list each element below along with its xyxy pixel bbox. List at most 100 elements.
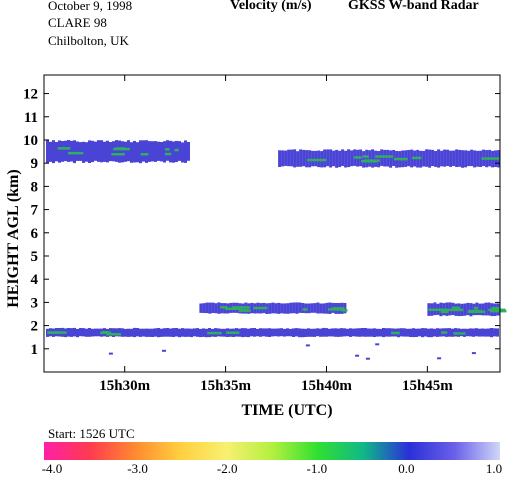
velocity-cell: [76, 141, 79, 161]
velocity-cell: [286, 303, 290, 314]
velocity-cell: [427, 328, 430, 338]
velocity-cell: [481, 303, 485, 316]
velocity-cell: [352, 328, 355, 337]
velocity-cell: [326, 149, 330, 167]
velocity-cell: [292, 328, 295, 337]
velocity-cell: [493, 328, 496, 337]
velocity-cell: [412, 328, 415, 338]
campaign-label: CLARE 98: [48, 15, 107, 30]
velocity-cell: [323, 149, 327, 168]
velocity-cell: [349, 328, 352, 337]
velocity-cell: [292, 302, 296, 314]
echo-speck: [162, 349, 166, 352]
velocity-cell: [386, 149, 390, 167]
velocity-cell: [145, 328, 148, 337]
velocity-cell: [262, 328, 265, 337]
velocity-cell: [241, 328, 244, 338]
velocity-cell: [130, 142, 133, 163]
velocity-cell: [61, 141, 64, 162]
colorbar-tick-label: -4.0: [41, 461, 63, 476]
velocity-cell: [205, 328, 208, 338]
velocity-cell: [298, 328, 301, 338]
velocity-highlight: [47, 331, 67, 334]
velocity-colorbar: [44, 442, 500, 460]
velocity-cell: [166, 328, 169, 337]
velocity-highlight: [353, 156, 362, 159]
echo-speck: [365, 357, 370, 360]
velocity-cell: [190, 328, 193, 338]
velocity-cell: [217, 302, 221, 314]
y-tick-label: 5: [31, 249, 39, 265]
velocity-cell: [268, 303, 272, 314]
feature-mid-layer-center: [199, 302, 348, 314]
velocity-cell: [484, 328, 487, 337]
velocity-cell: [58, 140, 61, 163]
colorbar-tick-label: 0.0: [398, 461, 415, 476]
velocity-highlight: [488, 308, 506, 312]
y-tick-label: 3: [31, 295, 39, 311]
velocity-cell: [82, 141, 85, 163]
velocity-cell: [109, 142, 112, 162]
velocity-cell: [148, 141, 151, 162]
velocity-cell: [392, 150, 396, 166]
velocity-highlight: [111, 153, 125, 156]
velocity-cell: [466, 302, 470, 316]
velocity-cell: [385, 328, 388, 337]
velocity-cell: [473, 150, 477, 168]
velocity-cell: [290, 149, 294, 167]
velocity-cell: [415, 328, 418, 337]
velocity-cell: [367, 328, 370, 337]
velocity-cell: [448, 328, 451, 337]
velocity-cell: [85, 328, 88, 337]
velocity-cell: [479, 150, 483, 167]
velocity-cell: [335, 149, 339, 168]
velocity-cell: [280, 328, 283, 337]
velocity-cell: [127, 328, 130, 337]
velocity-cell: [175, 140, 178, 162]
velocity-cell: [118, 140, 121, 163]
velocity-cell: [142, 140, 145, 162]
velocity-highlight: [68, 151, 84, 155]
velocity-highlight: [101, 331, 109, 334]
velocity-highlight: [441, 331, 448, 334]
velocity-cell: [410, 149, 414, 168]
velocity-cell: [223, 328, 226, 337]
velocity-cell: [46, 140, 49, 163]
velocity-cell: [451, 328, 454, 337]
velocity-cell: [193, 328, 196, 337]
velocity-cell: [344, 150, 348, 168]
velocity-cell: [328, 328, 331, 337]
velocity-cell: [277, 328, 280, 337]
velocity-cell: [419, 150, 423, 168]
velocity-cell: [175, 328, 178, 337]
plot-frame: [43, 74, 501, 373]
velocity-cell: [316, 328, 319, 337]
velocity-cell: [350, 150, 354, 167]
velocity-cell: [319, 328, 322, 337]
velocity-cell: [88, 140, 91, 163]
velocity-cell: [295, 302, 299, 314]
velocity-cell: [67, 328, 70, 337]
velocity-cell: [70, 328, 73, 337]
velocity-cell: [481, 328, 484, 337]
velocity-cell: [458, 149, 462, 167]
x-tick-label: 15h30m: [99, 378, 150, 394]
chart-title-instrument: GKSS W-band Radar: [348, 0, 479, 13]
velocity-cell: [308, 150, 312, 168]
velocity-cell: [274, 328, 277, 337]
echo-speck: [305, 344, 310, 347]
x-tick-label: 15h35m: [200, 378, 251, 394]
velocity-cell: [307, 303, 311, 314]
velocity-cell: [478, 303, 482, 316]
velocity-cell: [157, 141, 160, 161]
velocity-cell: [178, 141, 181, 161]
velocity-highlight: [428, 308, 448, 311]
velocity-cell: [100, 140, 103, 163]
velocity-cell: [287, 149, 291, 167]
velocity-cell: [470, 149, 474, 167]
y-tick-label: 10: [23, 133, 38, 149]
velocity-cell: [199, 303, 203, 313]
velocity-cell: [199, 328, 202, 338]
velocity-cell: [278, 150, 282, 167]
